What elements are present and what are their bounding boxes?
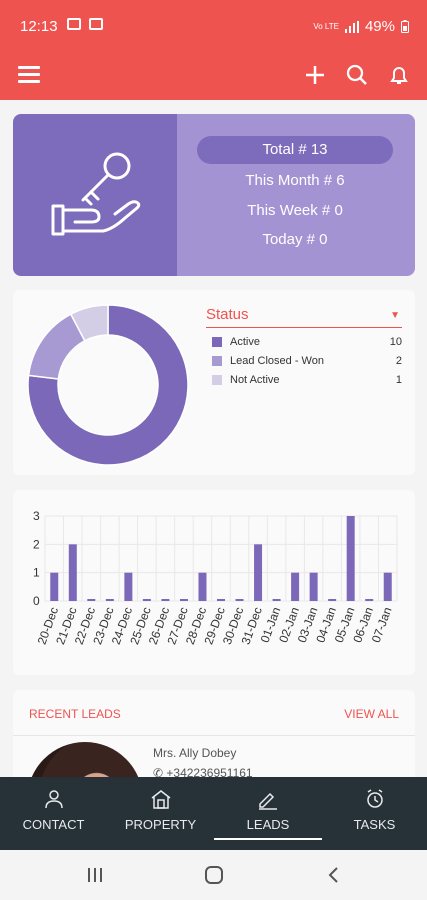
phone-icon: ✆ [153,766,164,780]
legend-swatch [212,337,222,347]
bar [68,544,77,601]
legend-item: Lead Closed - Won 2 [212,353,402,371]
recent-leads-title: RECENT LEADS [29,707,121,721]
bar [309,572,318,601]
clock: 12:13 [20,18,58,35]
bar [161,599,170,601]
legend-item: Active 10 [212,334,402,352]
y-tick-label: 2 [33,537,40,551]
battery-percent: 49% [364,18,395,35]
home-icon[interactable] [203,865,225,885]
donut-slice [69,304,109,342]
search-icon[interactable] [344,62,370,88]
leads-icon [259,792,277,810]
caret-down-icon: ▼ [390,310,400,321]
bar [179,599,188,601]
bar [124,572,133,601]
bar [254,544,263,601]
y-tick-label: 1 [33,566,40,580]
bar [235,599,244,601]
add-icon[interactable] [302,62,328,88]
bar [105,599,114,601]
status-dropdown-label: Status [206,306,249,323]
bar [198,572,207,601]
system-indicators: Vo LTE 49% [313,18,409,35]
legend-label: Lead Closed - Won [230,355,324,367]
legend-count: 2 [395,355,402,367]
nav-property[interactable]: PROPERTY [107,777,214,850]
bar [50,572,59,601]
bar [365,599,374,601]
legend-swatch [212,375,222,385]
this-month-count: This Month # 6 [245,172,345,189]
view-all-link[interactable]: VIEW ALL [344,707,399,721]
key-in-hand-icon [51,152,141,236]
lead-summary-card: Total # 13 This Month # 6 This Week # 0 … [13,114,415,276]
lead-phone-number: +342236951161 [166,766,253,780]
bar [142,599,151,601]
bar [87,599,96,601]
status-chart-card: Status ▼ Active 10 Lead Closed - Won 2 N… [13,290,415,475]
summary-icon-panel [13,114,177,276]
bar [291,572,300,601]
app-bar [0,50,427,100]
lte-indicator: Vo LTE [313,21,339,31]
gallery-icon [67,18,81,30]
today-count: Today # 0 [262,231,328,248]
legend-label: Not Active [230,374,280,386]
battery-icon [401,20,409,33]
bar [272,599,281,601]
recent-leads-card: RECENT LEADS VIEW ALL Mrs. Ally Dobey ✆ … [13,690,415,858]
bell-icon[interactable] [386,62,412,88]
active-tab-indicator [214,838,322,840]
lead-name[interactable]: Mrs. Ally Dobey [153,746,237,760]
donut-slice [27,304,189,466]
notification-icons [67,18,103,30]
bar [346,516,355,601]
y-tick-label: 3 [33,509,40,523]
legend-item: Not Active 1 [212,372,402,390]
legend-count: 1 [395,374,402,386]
leads-bar-chart-card: 0 1 2 3 20-Dec 21-Dec 22-Dec 23-Dec 24-Dec 25-Dec… [13,490,415,675]
leads-bar-chart: 012320-Dec21-Dec22-Dec23-Dec24-Dec25-Dec… [33,509,398,646]
y-tick-label: 0 [33,594,40,608]
legend-swatch [212,356,222,366]
status-donut-chart [27,304,189,466]
property-icon [151,790,170,809]
system-navigation-bar [0,850,427,900]
lead-phone[interactable]: ✆ +342236951161 [153,766,253,780]
tasks-icon [366,789,383,808]
nav-contact-label: CONTACT [22,817,85,832]
hamburger-icon[interactable] [18,66,40,84]
bar [328,599,337,601]
nav-contact[interactable]: CONTACT [0,777,107,850]
status-bar: 12:13 Vo LTE 49% [0,0,427,50]
summary-stats-panel: Total # 13 This Month # 6 This Week # 0 … [177,114,415,276]
total-count: Total # 13 [197,136,393,164]
status-dropdown[interactable]: Status ▼ [206,306,402,328]
message-icon [89,18,103,30]
nav-property-label: PROPERTY [124,817,197,832]
nav-tasks[interactable]: TASKS [322,777,427,850]
this-week-count: This Week # 0 [247,202,343,219]
nav-leads[interactable]: LEADS [214,777,322,850]
signal-icon [344,20,359,33]
bottom-navigation: CONTACT PROPERTY LEADS TASKS [0,777,427,850]
nav-leads-label: LEADS [246,817,290,832]
legend-label: Active [230,336,260,348]
recent-leads-header: RECENT LEADS VIEW ALL [13,690,415,736]
legend-count: 10 [389,336,402,348]
bar [383,572,392,601]
back-icon[interactable] [326,866,340,884]
nav-tasks-label: TASKS [353,817,396,832]
bar [217,599,225,601]
recent-apps-icon[interactable] [86,867,104,883]
contact-icon [44,790,63,809]
